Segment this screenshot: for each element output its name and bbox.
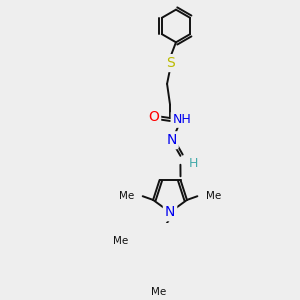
Text: Me: Me: [206, 191, 221, 201]
Text: N: N: [165, 205, 175, 219]
Text: N: N: [166, 133, 177, 147]
Text: Me: Me: [118, 191, 134, 201]
Text: O: O: [148, 110, 159, 124]
Text: NH: NH: [172, 113, 191, 126]
Text: S: S: [166, 56, 174, 70]
Text: H: H: [189, 158, 199, 170]
Text: Me: Me: [113, 236, 128, 246]
Text: Me: Me: [151, 287, 166, 297]
